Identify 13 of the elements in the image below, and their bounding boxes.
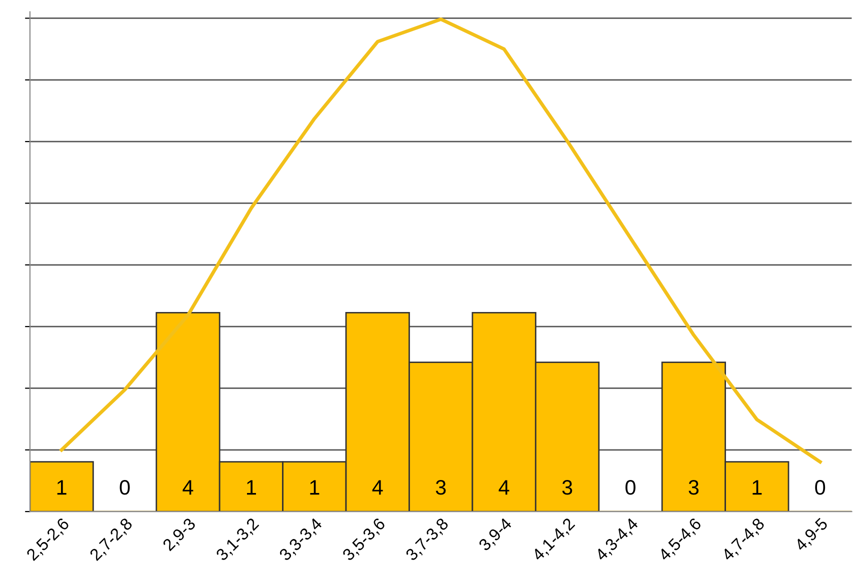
data-label: 4 [182,480,194,495]
data-label: 3 [562,480,572,495]
data-label: 0 [626,480,636,495]
data-label: 4 [498,480,510,495]
data-label: 0 [120,480,130,495]
data-label: 1 [57,480,66,495]
data-label: 1 [752,480,762,495]
data-label: 1 [310,480,320,495]
data-label: 0 [815,480,826,495]
data-label: 1 [247,480,256,495]
data-label: 4 [372,480,383,495]
data-label: 3 [436,480,446,495]
data-label: 3 [688,480,699,495]
